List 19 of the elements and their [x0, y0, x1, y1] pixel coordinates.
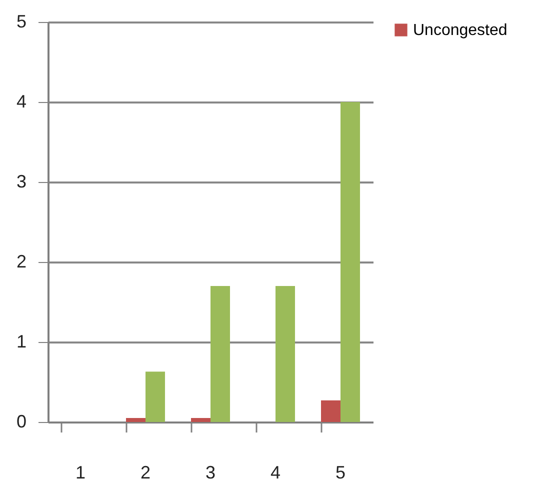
y-tick-label: 4: [16, 92, 26, 112]
bar: [321, 400, 340, 422]
bar: [340, 102, 360, 422]
x-tick-label: 4: [270, 462, 281, 482]
x-tick-label: 1: [75, 462, 86, 482]
bar: [146, 372, 165, 422]
x-tick-label: 2: [140, 462, 151, 482]
y-tick-label: 0: [16, 412, 26, 432]
x-tick-label: 3: [205, 462, 216, 482]
x-tick-label: 5: [335, 462, 346, 482]
y-tick-label: 2: [16, 252, 26, 272]
bar: [126, 418, 146, 422]
bar: [276, 286, 295, 422]
legend-label: Uncongested: [413, 22, 508, 39]
y-tick-label: 1: [16, 332, 26, 352]
y-tick-label: 3: [16, 172, 26, 192]
bar: [210, 286, 230, 422]
bar: [191, 418, 210, 422]
y-tick-label: 5: [16, 12, 26, 32]
